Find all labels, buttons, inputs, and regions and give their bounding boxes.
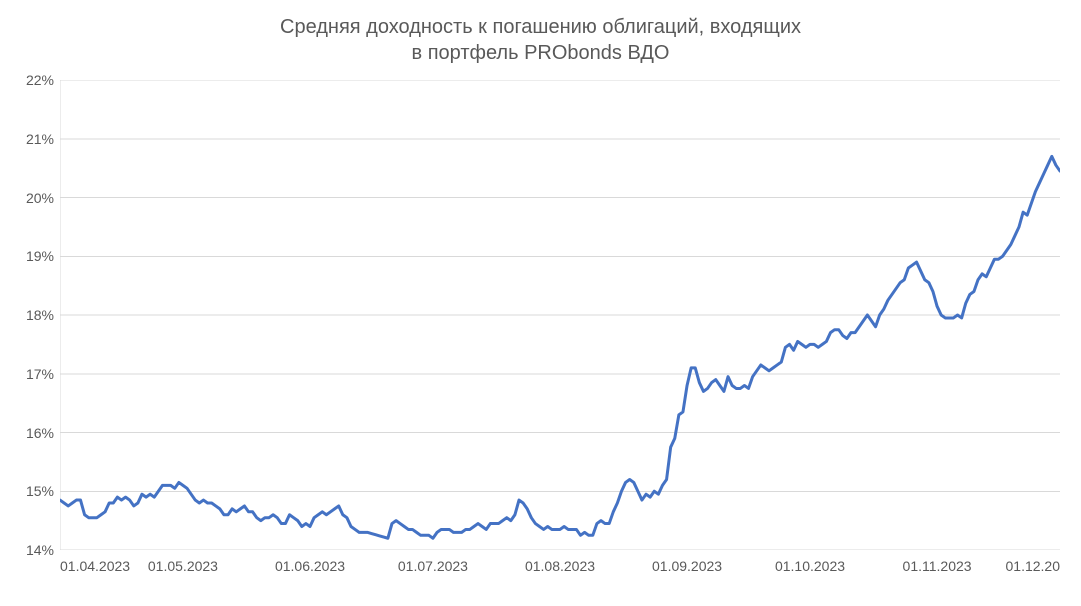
y-tick-label: 22%: [26, 72, 54, 88]
chart-title-line2: в портфель PRObonds ВДО: [0, 40, 1081, 66]
y-tick-label: 15%: [26, 483, 54, 499]
x-tick-label: 01.10.2023: [775, 558, 845, 574]
y-tick-label: 18%: [26, 307, 54, 323]
x-tick-label: 01.12.20: [1006, 558, 1061, 574]
x-tick-label: 01.06.2023: [275, 558, 345, 574]
y-tick-label: 16%: [26, 425, 54, 441]
y-tick-label: 21%: [26, 131, 54, 147]
x-tick-label: 01.08.2023: [525, 558, 595, 574]
line-chart: [60, 80, 1060, 550]
y-tick-label: 19%: [26, 248, 54, 264]
chart-title-line1: Средняя доходность к погашению облигаций…: [0, 14, 1081, 40]
x-tick-label: 01.04.2023: [60, 558, 130, 574]
x-tick-label: 01.11.2023: [903, 558, 972, 574]
y-tick-label: 17%: [26, 366, 54, 382]
x-tick-label: 01.07.2023: [398, 558, 468, 574]
y-tick-label: 14%: [26, 542, 54, 558]
chart-container: Средняя доходность к погашению облигаций…: [0, 0, 1081, 606]
x-tick-label: 01.05.2023: [148, 558, 218, 574]
chart-title: Средняя доходность к погашению облигаций…: [0, 14, 1081, 66]
x-tick-label: 01.09.2023: [652, 558, 722, 574]
y-tick-label: 20%: [26, 190, 54, 206]
